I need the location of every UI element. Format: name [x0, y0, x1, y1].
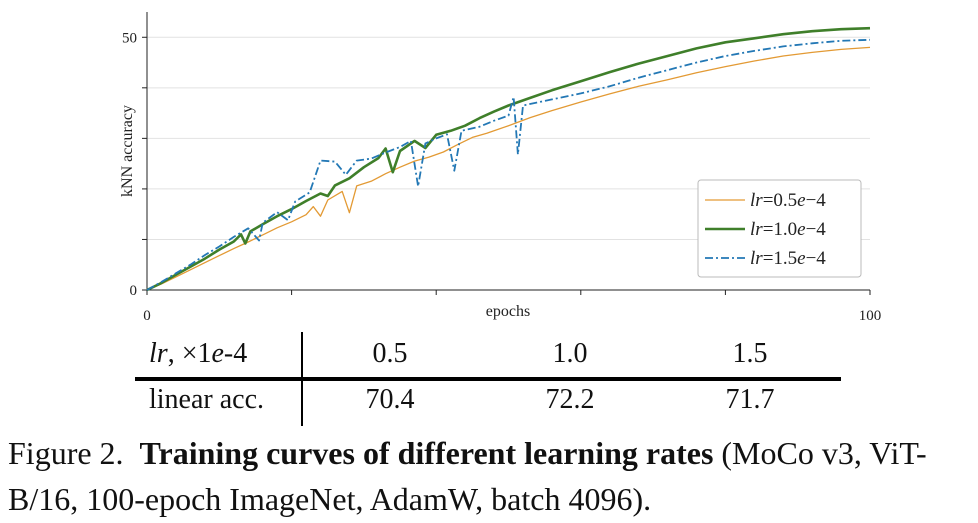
legend-label: lr=0.5e−4: [750, 190, 826, 211]
chart-ticks: 0 50 0 100: [122, 30, 881, 324]
legend-label: lr=1.5e−4: [750, 248, 826, 269]
y-tick-label: 50: [122, 30, 137, 46]
table-header-value: 0.5: [372, 338, 408, 369]
table-header-value: 1.5: [732, 338, 768, 369]
chart-series: [146, 26, 871, 292]
table-divider: [301, 332, 303, 426]
legend-label: lr=1.0e−4: [750, 219, 826, 240]
y-tick-label: 0: [130, 283, 138, 299]
learning-rate-table: lr, ×1e-4 0.5 1.0 1.5 linear acc. 70.4 7…: [135, 332, 841, 426]
x-tick-label: 100: [859, 308, 882, 324]
table-header-label: lr, ×1e-4: [149, 338, 248, 369]
x-tick-label: 0: [143, 308, 151, 324]
table-header-value: 1.0: [552, 338, 588, 369]
x-axis-title: epochs: [486, 303, 530, 320]
caption-number: Figure 2.: [8, 435, 124, 471]
table-rule: [135, 377, 841, 381]
chart-axes: [146, 12, 870, 291]
legend-box: [697, 179, 862, 278]
table-row-value: 72.2: [545, 384, 595, 415]
table-row-value: 70.4: [365, 384, 415, 415]
series-line-1: [146, 46, 871, 291]
y-axis-title: kNN accuracy: [119, 105, 136, 197]
table-row-value: 71.7: [725, 384, 775, 415]
caption-text: (MoCo v3, ViT-B/16, 100-epoch ImageNet, …: [8, 435, 927, 517]
figure-caption: Figure 2. Training curves of different l…: [8, 430, 974, 522]
series-line-2: [146, 26, 871, 292]
table-row-label: linear acc.: [149, 384, 265, 415]
caption-title: Training curves of different learning ra…: [139, 435, 714, 471]
legend: lr=0.5e−4 lr=1.0e−4 lr=1.5e−4: [697, 179, 862, 278]
